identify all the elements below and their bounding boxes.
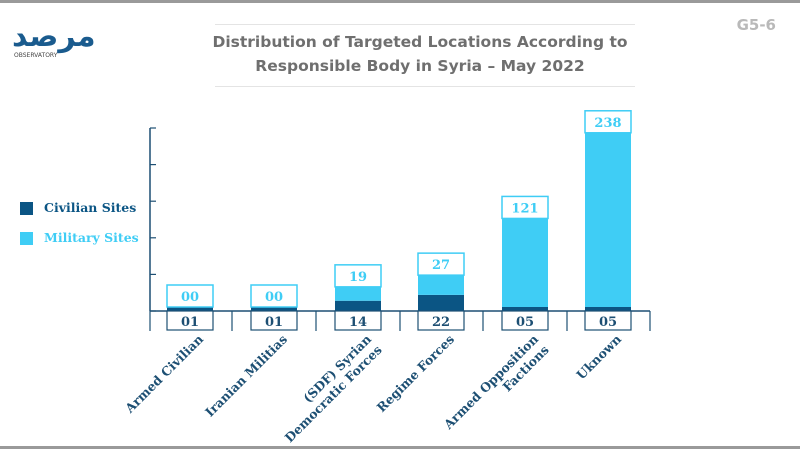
civilian-value-label-0: 01 <box>181 315 199 330</box>
bar-civilian-5 <box>585 307 631 311</box>
x-tick-label-0: Armed Civilian <box>121 332 206 417</box>
military-value-label-5: 238 <box>594 116 621 131</box>
x-tick-label-line: Armed Civilian <box>121 332 206 417</box>
civilian-value-label-3: 22 <box>432 315 450 330</box>
x-tick-label-line: Regime Forces <box>374 332 457 415</box>
military-value-label-2: 19 <box>349 270 367 285</box>
x-tick-label-1: Iranian Militias <box>202 332 290 420</box>
bar-military-3 <box>418 275 464 295</box>
x-tick-label-line: Democratic Forces <box>282 342 385 445</box>
bar-civilian-4 <box>502 307 548 311</box>
bar-military-4 <box>502 218 548 307</box>
x-tick-label-3: Regime Forces <box>374 332 457 415</box>
military-value-label-1: 00 <box>265 290 283 305</box>
x-tick-label-4: Armed OppositionFactions <box>440 332 552 444</box>
x-tick-label-5: Uknown <box>573 332 624 383</box>
military-value-label-0: 00 <box>181 290 199 305</box>
x-tick-label-2: (SDF) SyrianDemocratic Forces <box>271 332 385 446</box>
civilian-value-label-1: 01 <box>265 315 283 330</box>
military-value-label-3: 27 <box>432 258 450 273</box>
bar-military-2 <box>335 287 381 301</box>
x-tick-label-line: Iranian Militias <box>202 332 290 420</box>
bar-civilian-2 <box>335 301 381 311</box>
bar-military-5 <box>585 133 631 307</box>
civilian-value-label-4: 05 <box>516 315 534 330</box>
civilian-value-label-5: 05 <box>599 315 617 330</box>
x-tick-label-line: Uknown <box>573 332 624 383</box>
x-tick-label-line: Armed Opposition <box>440 332 541 433</box>
military-value-label-4: 121 <box>511 201 538 216</box>
bar-civilian-3 <box>418 295 464 311</box>
civilian-value-label-2: 14 <box>349 315 367 330</box>
